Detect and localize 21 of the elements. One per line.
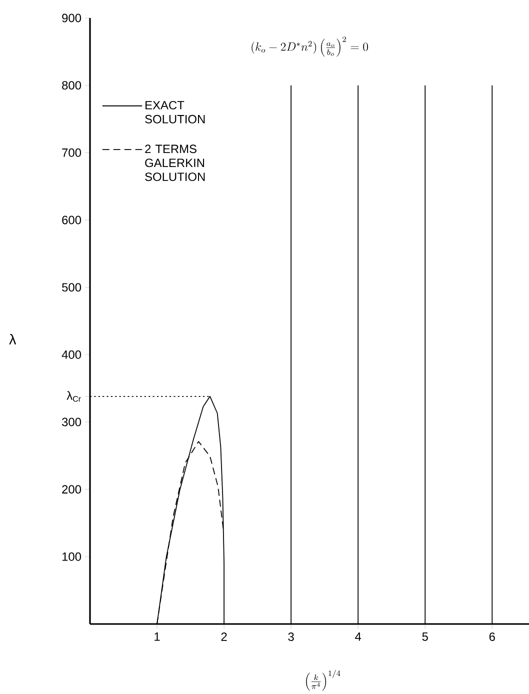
y-tick-label: 100 bbox=[62, 552, 82, 561]
x-tick-label: 3 bbox=[288, 632, 294, 641]
y-tick-label: 700 bbox=[62, 148, 82, 157]
y-tick-label: 400 bbox=[62, 350, 82, 359]
x-axis-title: $\left(\frac{k}{\pi^{4}}\right)^{1/4}$ bbox=[306, 670, 340, 691]
y-tick-label: 300 bbox=[62, 418, 82, 426]
text: $(k_o - 2D^{*}n^{2})\left(\frac{a_o}{b_o}\right)^{2}=0$ bbox=[252, 36, 368, 57]
y-tick-label: 200 bbox=[62, 485, 82, 494]
x-tick-label: 5 bbox=[422, 632, 428, 641]
y-tick-label: 800 bbox=[62, 81, 82, 90]
x-tick-label: 6 bbox=[489, 632, 495, 641]
legend-label: EXACT SOLUTION bbox=[145, 100, 205, 124]
x-tick-label: 2 bbox=[221, 632, 227, 641]
y-tick-label: 500 bbox=[62, 283, 82, 292]
legend-label: 2 TERMS GALERKIN SOLUTION bbox=[145, 144, 205, 182]
x-tick-label: 1 bbox=[154, 632, 160, 641]
x-tick-label: 4 bbox=[355, 632, 362, 641]
y-tick-label: 900 bbox=[62, 14, 82, 22]
y-tick-label: 600 bbox=[62, 216, 82, 224]
y-tick-label: λ$_{Cr}$ bbox=[66, 391, 81, 402]
y-axis-title: λ bbox=[9, 334, 16, 344]
